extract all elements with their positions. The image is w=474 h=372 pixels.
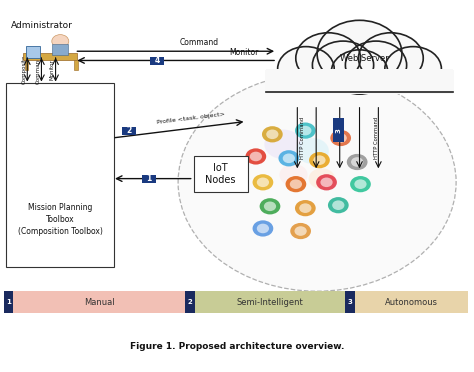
- Text: Command: Command: [180, 38, 219, 47]
- Text: Mission Planning
Toolbox
(Composition Toolbox): Mission Planning Toolbox (Composition To…: [18, 203, 103, 235]
- FancyBboxPatch shape: [26, 46, 40, 58]
- Circle shape: [262, 126, 283, 142]
- Circle shape: [52, 35, 69, 48]
- Circle shape: [278, 150, 299, 166]
- FancyBboxPatch shape: [4, 291, 13, 313]
- Circle shape: [257, 224, 269, 233]
- Text: 3: 3: [347, 299, 352, 305]
- Circle shape: [358, 33, 423, 84]
- Text: 2: 2: [188, 299, 192, 305]
- Text: Command: Command: [36, 55, 41, 84]
- Text: Monitor: Monitor: [229, 48, 258, 57]
- Circle shape: [332, 201, 345, 210]
- Circle shape: [278, 46, 334, 91]
- FancyBboxPatch shape: [185, 291, 195, 313]
- Circle shape: [295, 200, 316, 216]
- Ellipse shape: [178, 73, 456, 291]
- Circle shape: [253, 220, 273, 237]
- Circle shape: [313, 155, 326, 165]
- Circle shape: [246, 148, 266, 164]
- FancyBboxPatch shape: [13, 291, 185, 313]
- Circle shape: [264, 202, 276, 211]
- Circle shape: [385, 46, 441, 91]
- Circle shape: [355, 179, 366, 189]
- Circle shape: [316, 174, 337, 190]
- Circle shape: [296, 33, 361, 84]
- Circle shape: [266, 129, 278, 139]
- FancyBboxPatch shape: [195, 291, 345, 313]
- FancyBboxPatch shape: [25, 61, 28, 70]
- Circle shape: [328, 197, 349, 213]
- Circle shape: [296, 138, 329, 164]
- Text: Figure 1. Proposed architecture overview.: Figure 1. Proposed architecture overview…: [130, 342, 344, 351]
- Circle shape: [330, 130, 351, 146]
- Circle shape: [295, 122, 316, 139]
- FancyBboxPatch shape: [52, 44, 68, 55]
- Text: 4: 4: [154, 56, 160, 65]
- FancyBboxPatch shape: [266, 69, 453, 94]
- Circle shape: [283, 154, 295, 163]
- Circle shape: [312, 41, 374, 89]
- Circle shape: [351, 157, 363, 167]
- Circle shape: [250, 152, 262, 161]
- FancyBboxPatch shape: [333, 118, 345, 142]
- Text: 1: 1: [146, 174, 152, 183]
- FancyBboxPatch shape: [23, 53, 77, 61]
- Circle shape: [285, 176, 306, 192]
- Text: Autonomous: Autonomous: [385, 298, 438, 307]
- FancyBboxPatch shape: [121, 127, 136, 135]
- Circle shape: [309, 168, 335, 189]
- FancyBboxPatch shape: [142, 174, 156, 183]
- Text: HTTP Command: HTTP Command: [300, 117, 304, 159]
- Circle shape: [290, 223, 311, 239]
- FancyBboxPatch shape: [345, 291, 355, 313]
- Circle shape: [350, 176, 371, 192]
- Text: HTTP Command: HTTP Command: [374, 117, 379, 159]
- Text: Manual: Manual: [84, 298, 115, 307]
- FancyBboxPatch shape: [194, 157, 248, 192]
- Text: 1: 1: [6, 299, 11, 305]
- Circle shape: [317, 20, 402, 87]
- Text: Monitor: Monitor: [50, 59, 55, 80]
- Circle shape: [320, 177, 333, 187]
- Circle shape: [294, 226, 307, 236]
- Text: Semi-Intelligent: Semi-Intelligent: [237, 298, 303, 307]
- Text: Composite: Composite: [21, 55, 27, 84]
- Text: Profile <task, object>: Profile <task, object>: [156, 112, 226, 125]
- Text: 3: 3: [336, 128, 342, 133]
- FancyBboxPatch shape: [74, 61, 78, 70]
- Circle shape: [299, 203, 311, 213]
- Circle shape: [347, 154, 367, 170]
- Text: 2: 2: [126, 126, 131, 135]
- Circle shape: [279, 164, 308, 186]
- Text: Web Server: Web Server: [340, 54, 389, 63]
- FancyBboxPatch shape: [264, 70, 455, 93]
- FancyBboxPatch shape: [355, 291, 468, 313]
- Circle shape: [335, 133, 347, 143]
- FancyBboxPatch shape: [150, 57, 164, 65]
- Circle shape: [331, 50, 388, 94]
- FancyBboxPatch shape: [6, 83, 115, 267]
- Circle shape: [299, 126, 311, 135]
- Text: IoT
Nodes: IoT Nodes: [206, 163, 236, 185]
- Circle shape: [309, 152, 330, 168]
- Circle shape: [257, 177, 269, 187]
- Circle shape: [264, 129, 302, 159]
- Text: Administrator: Administrator: [11, 21, 73, 30]
- Circle shape: [260, 198, 280, 214]
- Circle shape: [253, 174, 273, 190]
- Circle shape: [346, 41, 407, 89]
- Circle shape: [290, 179, 302, 189]
